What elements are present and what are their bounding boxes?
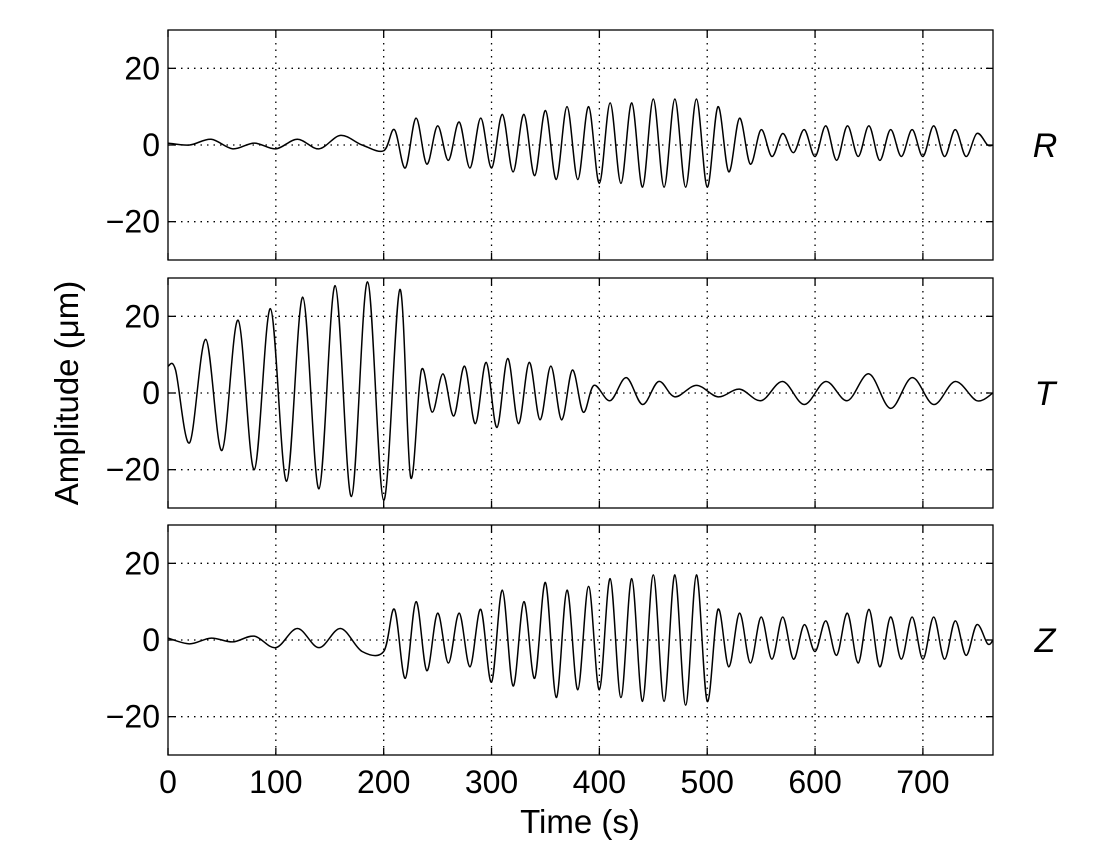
x-tick-label: 400	[573, 764, 626, 800]
panel-t: −20 0 20 T	[106, 277, 1058, 509]
panel-frame	[167, 277, 994, 509]
panel-r: −20 0 20 R	[106, 29, 1058, 261]
component-label-r: R	[1033, 127, 1058, 165]
y-tick-label: 20	[124, 298, 160, 334]
y-tick-label: −20	[106, 699, 160, 735]
x-tick-label: 500	[681, 764, 734, 800]
y-tick-label: 0	[142, 127, 160, 163]
waveform-trace-t	[167, 281, 994, 502]
y-tick-label: −20	[106, 204, 160, 240]
x-tick-label: 600	[788, 764, 841, 800]
y-tick-label: 0	[142, 622, 160, 658]
panel-z: −20 0 20 Z 0 100 200 300 400 500 600 700	[106, 524, 1057, 800]
y-axis-title: Amplitude (μm)	[48, 281, 85, 505]
y-tick-label: 20	[124, 50, 160, 86]
y-tick-label: 0	[142, 375, 160, 411]
waveform-trace-r	[167, 98, 994, 188]
panels-group: −20 0 20 R −20 0 20 T −20 0 20 Z 0 100 200 300 400 500 600…	[106, 29, 1058, 800]
component-label-t: T	[1035, 375, 1058, 413]
component-label-z: Z	[1034, 622, 1057, 660]
y-tick-label: 20	[124, 545, 160, 581]
waveform-trace-z	[167, 574, 994, 706]
x-tick-label: 100	[249, 764, 302, 800]
x-tick-label: 300	[465, 764, 518, 800]
x-tick-label: 700	[896, 764, 949, 800]
panel-frame	[167, 29, 994, 261]
panel-frame	[167, 524, 994, 756]
x-tick-label: 0	[159, 764, 177, 800]
x-axis-title: Time (s)	[520, 803, 640, 840]
y-tick-label: −20	[106, 452, 160, 488]
x-tick-label: 200	[357, 764, 410, 800]
